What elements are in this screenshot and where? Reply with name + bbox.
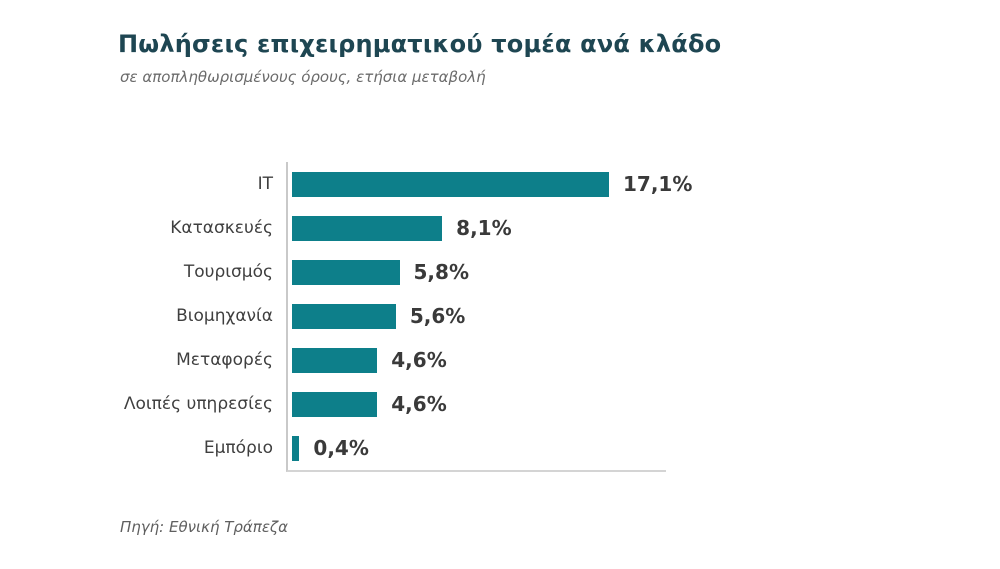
value-label-emporio: 0,4% (313, 436, 369, 460)
bar-tourismos (292, 259, 400, 285)
bar-row-viomichania: 5,6% (288, 294, 666, 338)
chart-subtitle: σε αποπληθωρισμένους όρους, ετήσια μεταβ… (120, 68, 486, 86)
source-note: Πηγή: Εθνική Τράπεζα (120, 518, 288, 536)
value-label-viomichania: 5,6% (409, 304, 466, 328)
category-label-metafores: Μεταφορές (176, 350, 273, 370)
bar-viomichania (292, 303, 396, 329)
value-label-tourismos: 5,8% (413, 260, 469, 284)
bar-metafores (292, 347, 378, 373)
category-label-emporio: Εμπόριο (203, 438, 273, 458)
category-label-loipes-ypiresies: Λοιπές υπηρεσίες (123, 394, 273, 414)
category-label-viomichania: Βιομηχανία (176, 306, 273, 326)
bar-chart: IT Κατασκευές Τουρισμός Βιομηχανία Μεταφ… (118, 162, 692, 472)
category-label-tourismos: Τουρισμός (183, 262, 273, 282)
bar-row-emporio: 0,4% (288, 426, 666, 470)
bar-row-tourismos: 5,8% (288, 250, 666, 294)
value-label-it: 17,1% (623, 172, 693, 196)
value-label-metafores: 4,6% (391, 348, 447, 372)
category-label-it: IT (257, 174, 273, 194)
value-label-kataskeves: 8,1% (456, 216, 512, 240)
bar-row-it: 17,1% (288, 162, 692, 206)
bar-it (292, 171, 609, 197)
plot-area: 17,1% 8,1% 5,8% 5,6% 4,6% 4,6% (286, 162, 692, 472)
bar-emporio (292, 435, 300, 461)
category-label-kataskeves: Κατασκευές (170, 218, 273, 238)
value-label-loipes-ypiresies: 4,6% (391, 392, 447, 416)
bar-row-loipes-ypiresies: 4,6% (288, 382, 666, 426)
bar-row-metafores: 4,6% (288, 338, 666, 382)
bar-row-kataskeves: 8,1% (288, 206, 666, 250)
bar-kataskeves (292, 215, 443, 241)
category-axis: IT Κατασκευές Τουρισμός Βιομηχανία Μεταφ… (118, 162, 286, 472)
bar-loipes-ypiresies (292, 391, 378, 417)
chart-title: Πωλήσεις επιχειρηματικού τομέα ανά κλάδο (118, 30, 722, 58)
